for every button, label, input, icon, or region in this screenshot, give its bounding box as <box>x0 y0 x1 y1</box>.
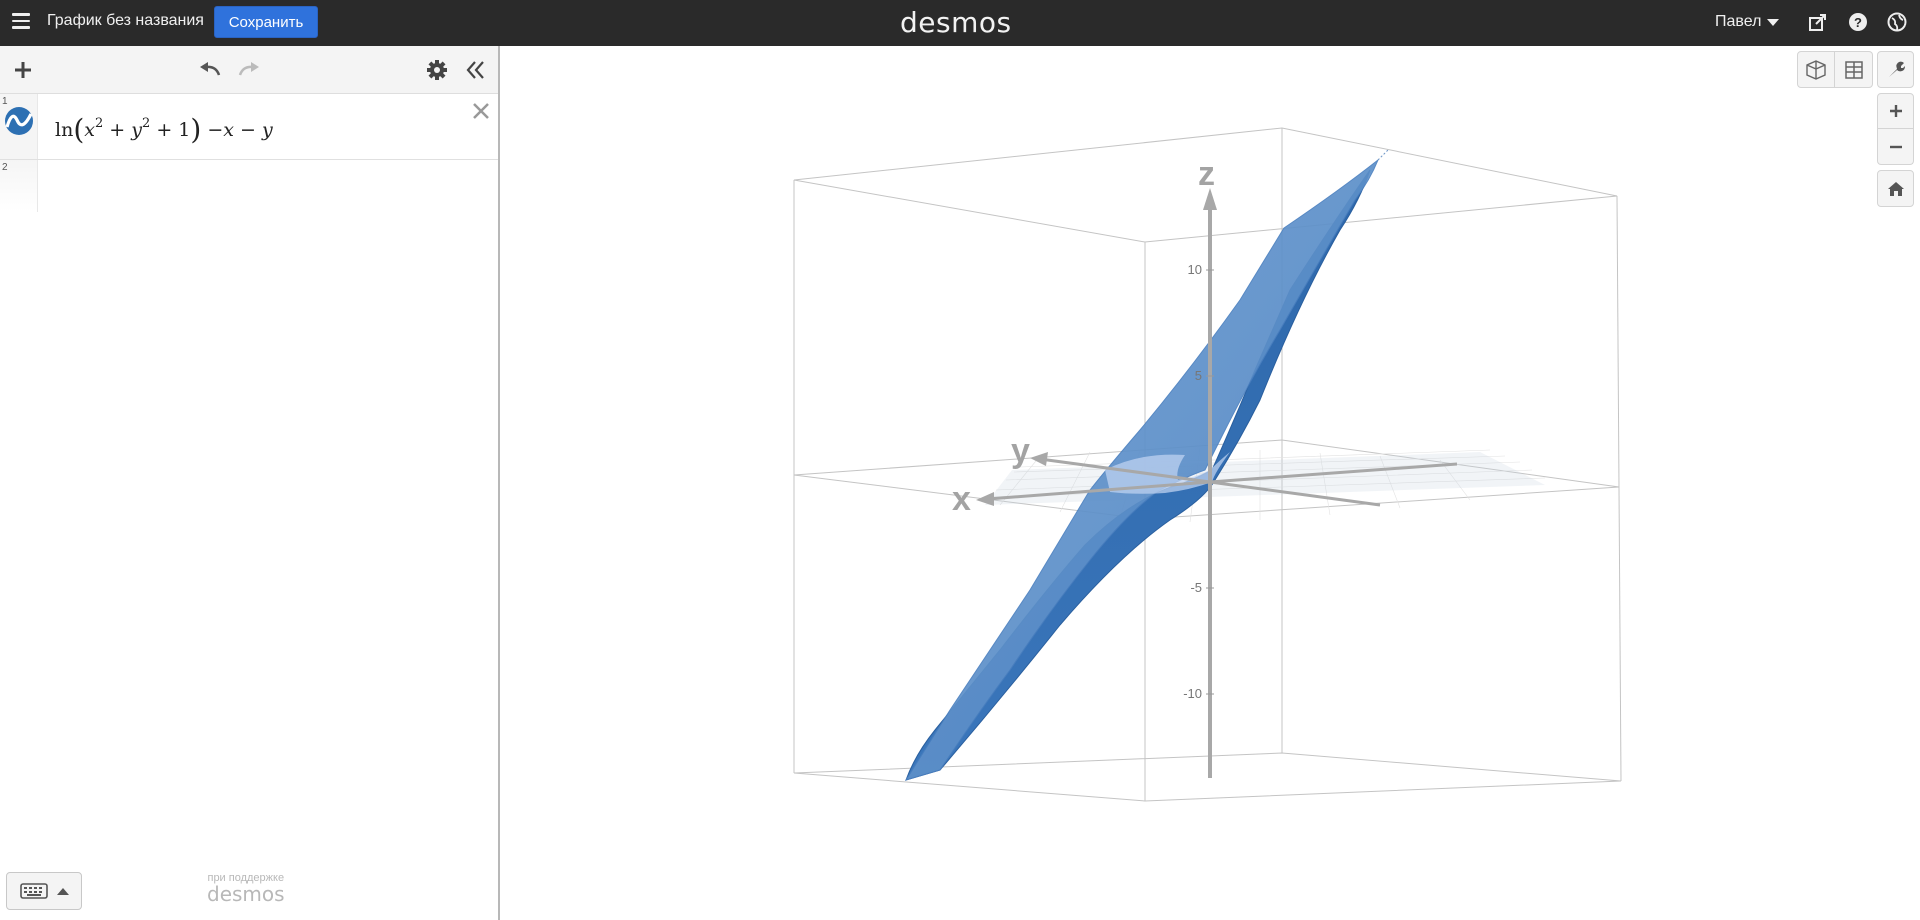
user-name: Павел <box>1715 13 1762 30</box>
zoom-in-button[interactable] <box>1877 93 1914 129</box>
hamburger-icon[interactable] <box>12 13 32 31</box>
expression-math[interactable]: ln(x2 + y2 + 1) −x − y <box>55 113 273 146</box>
expression-row[interactable]: 1 ln(x2 + y2 + 1) −x − y <box>0 94 498 160</box>
top-bar: График без названия Сохранить desmos Пав… <box>0 0 1920 46</box>
redo-icon[interactable] <box>237 58 261 82</box>
svg-text:?: ? <box>1854 15 1862 30</box>
powered-by[interactable]: при поддержке desmos <box>207 872 285 906</box>
expression-gutter: 2 <box>0 160 38 212</box>
undo-icon[interactable] <box>198 58 222 82</box>
share-icon[interactable] <box>1808 12 1828 32</box>
plus-icon <box>1889 105 1902 117</box>
globe-icon[interactable] <box>1887 12 1907 32</box>
math-tail: −x − y <box>207 119 273 141</box>
graph-title[interactable]: График без названия <box>47 12 204 29</box>
powered-by-text: при поддержке <box>207 872 285 884</box>
help-icon[interactable]: ? <box>1848 12 1868 32</box>
z-tick-labels: 10 5 -5 -10 <box>1183 262 1214 701</box>
cube-icon[interactable] <box>1797 51 1835 88</box>
graph-3d-view: z y x 10 5 -5 -10 <box>793 127 1622 802</box>
minus-icon <box>1889 145 1902 148</box>
z-tick-label: -10 <box>1183 686 1202 701</box>
z-tick-label: 5 <box>1195 368 1202 383</box>
wrench-icon[interactable] <box>1877 51 1914 88</box>
math-var-x: x <box>84 119 95 141</box>
powered-by-logo: desmos <box>207 882 285 906</box>
keyboard-icon <box>20 883 48 899</box>
keyboard-toggle-button[interactable] <box>6 872 82 910</box>
caret-up-icon <box>57 888 69 895</box>
home-icon[interactable] <box>1877 170 1914 207</box>
z-axis-label: z <box>1198 155 1215 193</box>
math-constant: + 1 <box>156 119 191 141</box>
expression-row-empty[interactable]: 2 <box>0 160 498 212</box>
desmos-logo: desmos <box>900 6 1012 39</box>
double-chevron-left-icon[interactable] <box>463 58 487 82</box>
z-tick-label: 10 <box>1188 262 1202 277</box>
graph-canvas[interactable]: z y x 10 5 -5 -10 <box>500 46 1920 920</box>
math-exponent: 2 <box>142 115 151 131</box>
save-button[interactable]: Сохранить <box>214 6 318 38</box>
z-tick-label: -5 <box>1190 580 1202 595</box>
expression-list-panel: 1 ln(x2 + y2 + 1) −x − y 2 при поддержке… <box>0 46 500 920</box>
surface-visibility-icon[interactable] <box>4 106 34 136</box>
user-menu[interactable]: Павел <box>1715 13 1780 31</box>
y-axis-label: y <box>1011 432 1030 470</box>
math-fn: ln <box>55 119 74 141</box>
expression-toolbar <box>0 46 498 94</box>
grid-icon[interactable] <box>1835 51 1873 88</box>
axes <box>976 188 1458 778</box>
close-icon[interactable] <box>472 102 490 120</box>
math-exponent: 2 <box>94 115 104 131</box>
expression-index: 2 <box>2 162 8 173</box>
x-axis-label: x <box>952 480 971 518</box>
expression-index: 1 <box>2 96 8 107</box>
plus-icon[interactable] <box>11 58 35 82</box>
gear-icon[interactable] <box>425 58 449 82</box>
zoom-out-button[interactable] <box>1877 129 1914 165</box>
math-var-y: y <box>131 119 142 141</box>
expression-gutter: 1 <box>0 94 38 159</box>
caret-down-icon <box>1767 18 1780 26</box>
